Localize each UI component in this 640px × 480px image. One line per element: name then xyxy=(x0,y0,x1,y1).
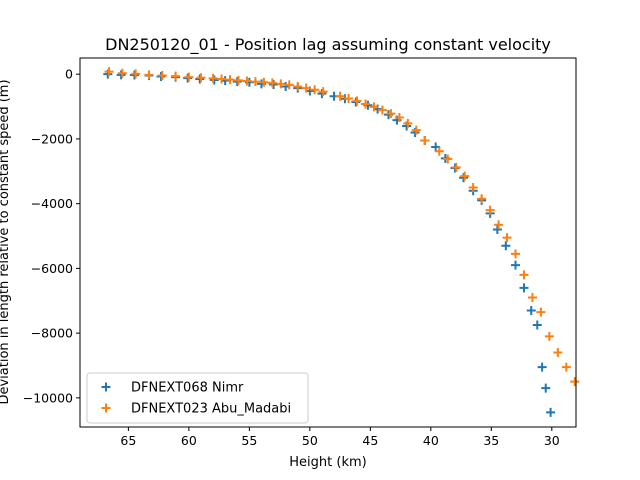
data-point xyxy=(386,109,396,119)
data-point xyxy=(532,320,542,330)
data-point xyxy=(511,249,521,259)
data-point xyxy=(519,270,529,280)
data-point xyxy=(335,91,345,101)
data-point xyxy=(233,75,243,85)
data-point xyxy=(468,182,478,192)
data-point xyxy=(208,73,218,83)
y-tick-label: 0 xyxy=(65,67,73,82)
y-tick-label: −6000 xyxy=(31,261,73,276)
y-axis-ticks: 0 −2000 −4000 −6000 −8000 −10000 xyxy=(23,67,80,405)
data-point xyxy=(116,70,126,80)
data-point xyxy=(157,70,167,80)
x-tick-label: 60 xyxy=(181,433,197,448)
data-point xyxy=(217,74,227,84)
data-point xyxy=(361,99,371,109)
x-tick-label: 65 xyxy=(120,433,136,448)
data-point xyxy=(196,73,206,83)
x-tick-label: 35 xyxy=(483,433,499,448)
legend-marker xyxy=(101,382,111,392)
data-point xyxy=(451,162,461,172)
data-point xyxy=(129,70,139,80)
data-point xyxy=(544,331,554,341)
data-point xyxy=(225,75,235,85)
data-point xyxy=(284,80,294,90)
data-point xyxy=(434,146,444,156)
y-tick-label: −2000 xyxy=(31,131,73,146)
data-point xyxy=(317,89,327,99)
data-point xyxy=(301,83,311,93)
data-point xyxy=(259,77,269,87)
y-tick-label: −10000 xyxy=(23,390,73,405)
y-tick-label: −4000 xyxy=(31,196,73,211)
series-1 xyxy=(104,67,580,387)
data-point xyxy=(443,154,453,164)
data-point xyxy=(195,74,205,84)
plot-frame xyxy=(79,57,577,428)
data-point xyxy=(553,348,563,358)
data-point xyxy=(232,77,242,87)
data-point xyxy=(458,173,468,183)
x-tick-label: 55 xyxy=(241,433,257,448)
legend: DFNEXT068 Nimr DFNEXT023 Abu_Madabi xyxy=(86,372,309,424)
data-point xyxy=(420,136,430,146)
data-point xyxy=(117,68,127,78)
data-point xyxy=(519,283,529,293)
data-point xyxy=(318,87,328,97)
data-point xyxy=(485,205,495,215)
data-point xyxy=(276,79,286,89)
data-point xyxy=(184,72,194,82)
data-point xyxy=(527,293,537,303)
data-point xyxy=(537,362,547,372)
legend-frame xyxy=(86,372,309,424)
data-point xyxy=(494,220,504,230)
data-point xyxy=(460,171,470,181)
data-point xyxy=(171,71,181,81)
data-point xyxy=(526,305,536,315)
data-point xyxy=(352,96,362,106)
x-tick-label: 40 xyxy=(423,433,439,448)
x-tick-label: 45 xyxy=(362,433,378,448)
legend-label: DFNEXT068 Nimr xyxy=(131,381,244,396)
data-point xyxy=(536,307,546,317)
data-point xyxy=(511,260,521,270)
data-point xyxy=(546,407,556,417)
data-point xyxy=(570,377,580,387)
x-axis-ticks: 65 60 55 50 45 40 35 30 xyxy=(120,427,560,448)
legend-label: DFNEXT023 Abu_Madabi xyxy=(131,402,291,417)
data-point xyxy=(344,93,354,103)
legend-marker xyxy=(101,403,111,413)
data-point xyxy=(104,67,114,77)
data-point xyxy=(369,102,379,112)
data-point xyxy=(477,194,487,204)
data-point xyxy=(403,118,413,128)
data-point xyxy=(394,113,404,123)
x-axis-label: Height (km) xyxy=(289,455,366,470)
data-point xyxy=(492,225,502,235)
y-axis-label: Deviation in length relative to constant… xyxy=(0,79,12,404)
x-tick-label: 30 xyxy=(544,433,560,448)
data-point xyxy=(310,85,320,95)
data-point xyxy=(501,241,511,251)
data-point xyxy=(293,81,303,91)
data-point xyxy=(242,76,252,86)
data-point xyxy=(561,362,571,372)
y-tick-label: −8000 xyxy=(31,326,73,341)
data-point xyxy=(541,383,551,393)
data-point xyxy=(131,69,141,79)
data-point xyxy=(411,125,421,135)
plot-area xyxy=(103,67,580,417)
data-point xyxy=(267,78,277,88)
data-point xyxy=(377,105,387,115)
chart-title: DN250120_01 - Position lag assuming cons… xyxy=(105,35,551,55)
data-point xyxy=(502,233,512,243)
data-point xyxy=(250,77,260,87)
x-tick-label: 50 xyxy=(302,433,318,448)
data-point xyxy=(144,70,154,80)
